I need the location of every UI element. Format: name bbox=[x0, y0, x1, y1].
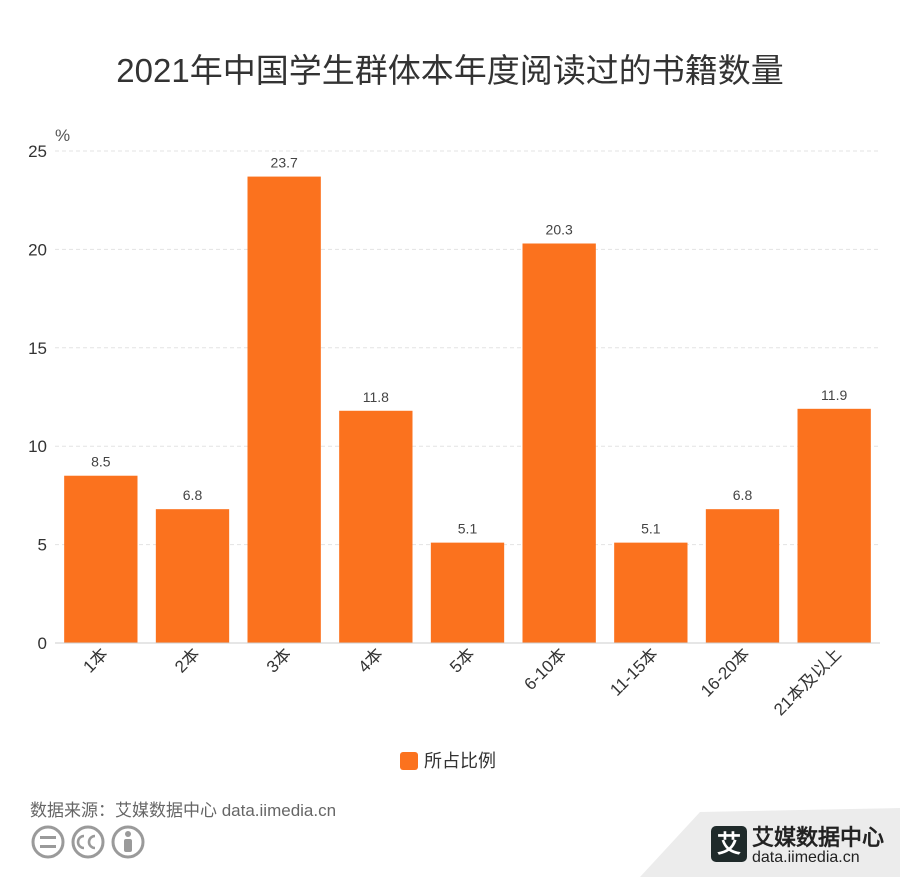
data-label: 23.7 bbox=[271, 155, 298, 171]
cc-icon bbox=[71, 825, 105, 859]
bar bbox=[155, 509, 230, 643]
y-tick-label: 20 bbox=[28, 240, 47, 259]
chart-title: 2021年中国学生群体本年度阅读过的书籍数量 bbox=[116, 52, 783, 89]
x-tick-label: 3本 bbox=[263, 644, 295, 676]
brand-url: data.iimedia.cn bbox=[752, 849, 860, 866]
bar bbox=[614, 542, 688, 643]
brand-name: 艾媒数据中心 bbox=[752, 825, 884, 850]
x-tick-label: 11-15本 bbox=[606, 644, 661, 699]
x-tick-label: 6-10本 bbox=[520, 644, 570, 694]
y-tick-label: 15 bbox=[28, 339, 47, 358]
data-label: 6.8 bbox=[733, 487, 753, 503]
data-label: 6.8 bbox=[183, 487, 203, 503]
bar bbox=[339, 410, 413, 643]
data-label: 11.9 bbox=[821, 387, 847, 403]
bar bbox=[522, 243, 596, 643]
bar bbox=[430, 542, 505, 643]
x-axis-ticks: 1本 2本 3本 4本 5本 6-10本 11-15本 16-20本 21本及以上 bbox=[80, 644, 845, 719]
brand-logo-glyph: 艾 bbox=[717, 831, 741, 858]
equals-icon bbox=[31, 825, 65, 859]
bars bbox=[64, 176, 871, 644]
cc-license-icons bbox=[31, 825, 145, 859]
x-tick-label: 5本 bbox=[446, 644, 478, 676]
legend: 所占比例 bbox=[400, 751, 496, 771]
data-labels: 8.5 6.8 23.7 11.8 5.1 20.3 5.1 6.8 11.9 bbox=[91, 155, 847, 537]
y-tick-label: 25 bbox=[28, 142, 47, 161]
legend-label: 所占比例 bbox=[424, 751, 496, 771]
legend-swatch bbox=[400, 752, 418, 770]
data-label: 11.8 bbox=[363, 389, 389, 405]
brand-badge: 艾 艾媒数据中心 data.iimedia.cn bbox=[640, 808, 900, 877]
x-tick-label: 2本 bbox=[171, 644, 203, 676]
bar bbox=[797, 408, 871, 643]
data-label: 5.1 bbox=[458, 521, 478, 537]
data-label: 5.1 bbox=[641, 521, 661, 537]
data-label: 20.3 bbox=[546, 221, 573, 237]
bar bbox=[247, 176, 321, 644]
person-icon bbox=[111, 825, 145, 859]
x-tick-label: 16-20本 bbox=[697, 644, 753, 700]
y-axis-unit: % bbox=[55, 126, 70, 145]
y-tick-label: 10 bbox=[28, 437, 47, 456]
brand-logo bbox=[711, 826, 747, 862]
source-note: 数据来源：艾媒数据中心 data.iimedia.cn bbox=[30, 801, 336, 820]
y-axis-ticks: 0 5 10 15 20 25 bbox=[28, 142, 47, 653]
x-tick-label: 4本 bbox=[355, 644, 387, 676]
bar bbox=[64, 475, 138, 643]
y-tick-label: 5 bbox=[38, 536, 47, 555]
gridlines bbox=[55, 150, 880, 546]
data-label: 8.5 bbox=[91, 454, 111, 470]
x-tick-label: 21本及以上 bbox=[770, 644, 845, 719]
brand-ribbon bbox=[640, 808, 900, 877]
y-tick-label: 0 bbox=[38, 634, 47, 653]
bar bbox=[705, 509, 780, 643]
x-tick-label: 1本 bbox=[80, 644, 112, 676]
